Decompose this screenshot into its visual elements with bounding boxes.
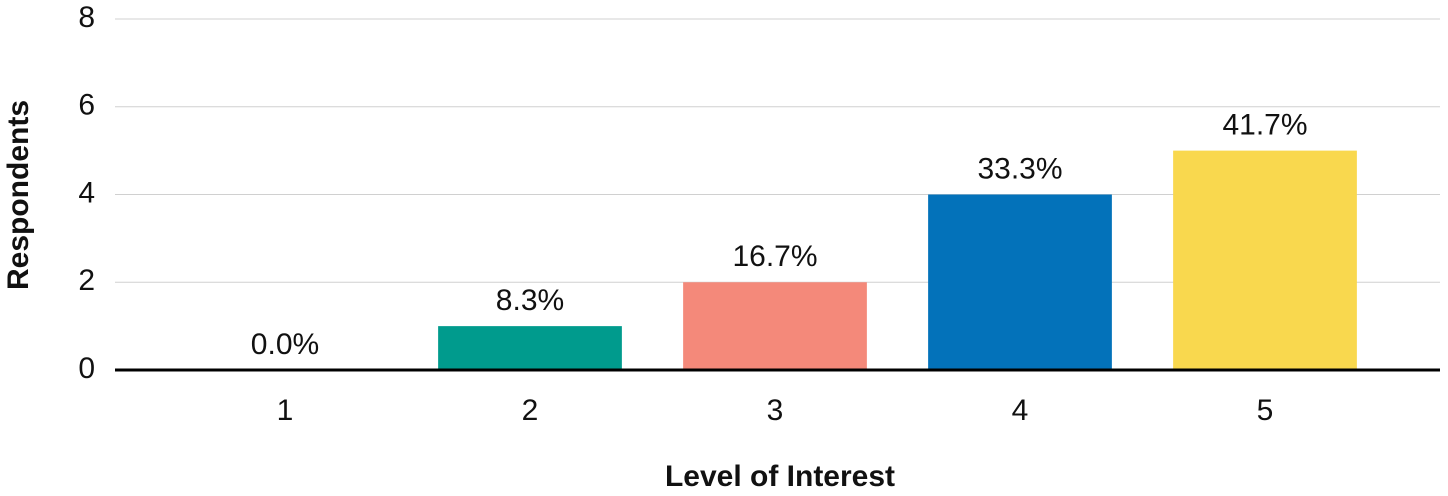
y-tick-label: 4 (78, 176, 95, 209)
y-tick-label: 2 (78, 264, 95, 297)
data-label: 41.7% (1222, 109, 1307, 142)
bar (928, 194, 1112, 370)
data-label: 0.0% (251, 328, 319, 361)
y-tick-label: 0 (78, 352, 95, 385)
bar (438, 326, 622, 370)
y-axis-title: Respondents (2, 100, 35, 290)
x-tick-label: 2 (522, 394, 539, 427)
y-tick-label: 6 (78, 89, 95, 122)
bar (683, 282, 867, 370)
bar (1173, 150, 1357, 370)
y-tick-label: 8 (78, 1, 95, 34)
x-tick-label: 4 (1012, 394, 1029, 427)
x-axis-title: Level of Interest (665, 460, 895, 493)
data-label: 16.7% (732, 240, 817, 273)
x-tick-label: 5 (1257, 394, 1274, 427)
data-label: 8.3% (496, 284, 564, 317)
x-tick-label: 1 (277, 394, 294, 427)
data-label: 33.3% (977, 152, 1062, 185)
x-tick-label: 3 (767, 394, 784, 427)
